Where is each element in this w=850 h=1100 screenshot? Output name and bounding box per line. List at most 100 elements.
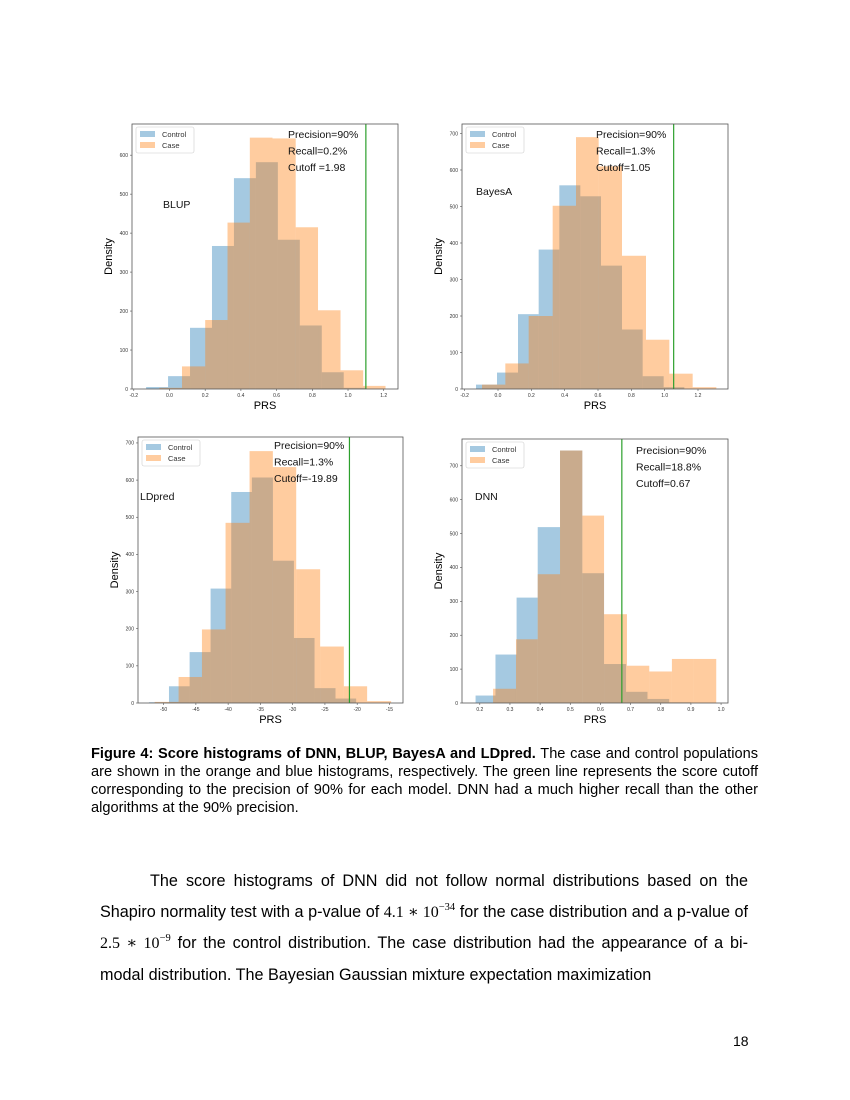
- math-exponent: −34: [438, 902, 456, 914]
- plot-frame: [131, 123, 399, 390]
- x-tick-label: -20: [354, 707, 361, 713]
- y-tick-label: 0: [125, 387, 128, 393]
- y-tick-label: 200: [120, 309, 129, 315]
- math-base: 2.5 ∗ 10: [100, 935, 160, 953]
- bar-control: [622, 329, 643, 389]
- math-exponent: −9: [159, 933, 171, 945]
- x-tick-label: -35: [257, 707, 264, 713]
- y-axis-label: Density: [433, 552, 445, 589]
- legend-label: Case: [168, 454, 186, 463]
- bar-case: [692, 387, 717, 389]
- x-tick-label: -25: [321, 707, 328, 713]
- x-tick-label: -0.2: [460, 393, 469, 399]
- x-tick-label: 0.9: [687, 707, 694, 713]
- legend-label: Case: [162, 141, 180, 150]
- x-tick-label: 1.0: [345, 393, 352, 399]
- x-tick-label: 0.4: [561, 393, 568, 399]
- bar-case: [671, 658, 694, 703]
- bar-control: [560, 450, 583, 703]
- x-tick-label: 0.4: [237, 393, 244, 399]
- legend-swatch-case: [146, 455, 161, 461]
- x-axis-label: PRS: [259, 714, 282, 726]
- x-tick-label: 1.2: [380, 393, 387, 399]
- bar-control: [335, 698, 357, 703]
- y-tick-label: 400: [126, 552, 135, 558]
- y-tick-label: 600: [120, 153, 129, 159]
- bar-case: [482, 384, 506, 389]
- bar-case: [493, 688, 516, 703]
- y-tick-label: 0: [131, 701, 134, 707]
- bar-case: [320, 646, 344, 703]
- bar-case: [296, 569, 321, 703]
- annotation-text: Precision=90%: [274, 440, 344, 452]
- y-tick-label: 100: [450, 350, 459, 356]
- bar-case: [272, 138, 296, 389]
- legend-label: Case: [492, 456, 510, 465]
- bar-case: [693, 658, 717, 703]
- bar-case: [552, 205, 576, 389]
- x-tick-label: -50: [160, 707, 167, 713]
- bar-control: [211, 245, 234, 389]
- legend-swatch-case: [470, 142, 485, 148]
- annotation-text: Recall=1.3%: [596, 146, 655, 158]
- bar-case: [537, 574, 561, 703]
- bar-case: [363, 385, 386, 389]
- y-axis-label: Density: [433, 238, 445, 275]
- legend-box: [135, 126, 195, 154]
- legend-label: Control: [162, 130, 187, 139]
- math-pvalue-case: 4.1 ∗ 10−34: [384, 902, 456, 921]
- x-tick-label: -15: [386, 707, 393, 713]
- legend: Control Case: [135, 126, 195, 154]
- bar-case: [626, 665, 650, 703]
- bar-case: [646, 339, 670, 389]
- histogram-panel-dnn: 0.2 0.3 0.4 0.5 0.6 0.7 0.8 0.9 1.0 0 100 200 300 400…: [433, 438, 729, 726]
- body-text-3: for the control distribution. The case d…: [100, 934, 748, 984]
- bar-case: [201, 629, 226, 703]
- x-tick-label: 0.6: [597, 707, 604, 713]
- math-pvalue-control: 2.5 ∗ 10−9: [100, 933, 171, 953]
- x-axis-label: PRS: [584, 400, 607, 412]
- bar-case: [205, 320, 228, 389]
- legend-box: [465, 126, 525, 154]
- plot-frame: [461, 438, 729, 704]
- y-axis-label: Density: [103, 238, 115, 275]
- x-tick-label: 0.8: [309, 393, 316, 399]
- annotation-text: Precision=90%: [636, 445, 706, 457]
- x-tick-label: 0.2: [528, 393, 535, 399]
- legend-box: [141, 439, 201, 467]
- plot-frame: [461, 123, 729, 390]
- y-tick-label: 100: [126, 664, 135, 670]
- body-text-1: The score histograms of DNN did not foll…: [100, 872, 748, 922]
- x-tick-label: 0.0: [495, 393, 502, 399]
- y-tick-label: 200: [450, 633, 459, 639]
- histogram-panel-blup: -0.2 0.0 0.2 0.4 0.6 0.8 1.0 1.2 0 100 200 300 400 50…: [103, 123, 399, 412]
- y-tick-label: 300: [126, 589, 135, 595]
- x-tick-label: 0.6: [273, 393, 280, 399]
- annotation-text: Cutoff=-19.89: [274, 473, 338, 485]
- bar-control: [601, 265, 622, 389]
- x-tick-label: -40: [225, 707, 232, 713]
- legend-box: [465, 441, 525, 469]
- annotation-text: Precision=90%: [288, 129, 358, 141]
- model-label: BLUP: [163, 199, 190, 211]
- caption-title: Figure 4: Score histograms of DNN, BLUP,…: [91, 746, 536, 762]
- bar-control: [476, 384, 497, 389]
- y-tick-label: 400: [120, 231, 129, 237]
- bar-control: [255, 162, 278, 389]
- bar-control: [190, 327, 212, 389]
- bar-case: [515, 639, 538, 703]
- body-text-2: for the case distribution and a p-value …: [455, 903, 749, 922]
- bar-control: [475, 695, 496, 703]
- y-tick-label: 100: [450, 667, 459, 673]
- x-tick-label: -30: [289, 707, 296, 713]
- bar-control: [251, 477, 273, 703]
- bar-case: [178, 676, 202, 703]
- legend-label: Case: [492, 141, 510, 150]
- bar-case: [598, 166, 622, 389]
- x-tick-label: 1.0: [718, 707, 725, 713]
- bar-control: [233, 178, 256, 389]
- legend-swatch-control: [470, 446, 485, 452]
- bar-control: [647, 698, 670, 703]
- annotation-text: Cutoff =1.98: [288, 162, 345, 174]
